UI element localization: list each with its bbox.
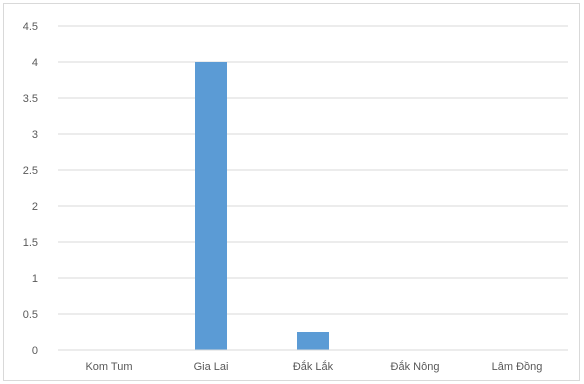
y-tick-label: 2 xyxy=(32,201,38,213)
y-tick-label: 4.5 xyxy=(23,21,38,33)
x-tick-label: Đắk Nông xyxy=(391,360,440,373)
y-axis-tick-labels: 0 0.5 1 1.5 2 2.5 3 3.5 4 4.5 xyxy=(23,21,38,357)
y-tick-label: 2.5 xyxy=(23,165,38,177)
y-tick-label: 4 xyxy=(32,57,38,69)
x-tick-label: Kom Tum xyxy=(85,361,132,373)
y-tick-label: 3.5 xyxy=(23,93,38,105)
y-tick-label: 0 xyxy=(32,345,38,357)
x-tick-label: Đắk Lắk xyxy=(293,360,334,373)
chart-area xyxy=(3,3,580,381)
bar xyxy=(297,332,329,350)
bars xyxy=(195,62,329,350)
x-axis-category-labels: Kom Tum Gia Lai Đắk Lắk Đắk Nông Lâm Đồng xyxy=(85,360,542,373)
y-tick-label: 0.5 xyxy=(23,309,38,321)
y-tick-label: 3 xyxy=(32,129,38,141)
gridlines xyxy=(58,25,568,315)
x-tick-label: Gia Lai xyxy=(194,361,229,373)
bar xyxy=(195,62,227,350)
y-tick-label: 1 xyxy=(32,273,38,285)
x-tick-label: Lâm Đồng xyxy=(492,361,543,373)
y-tick-label: 1.5 xyxy=(23,237,38,249)
